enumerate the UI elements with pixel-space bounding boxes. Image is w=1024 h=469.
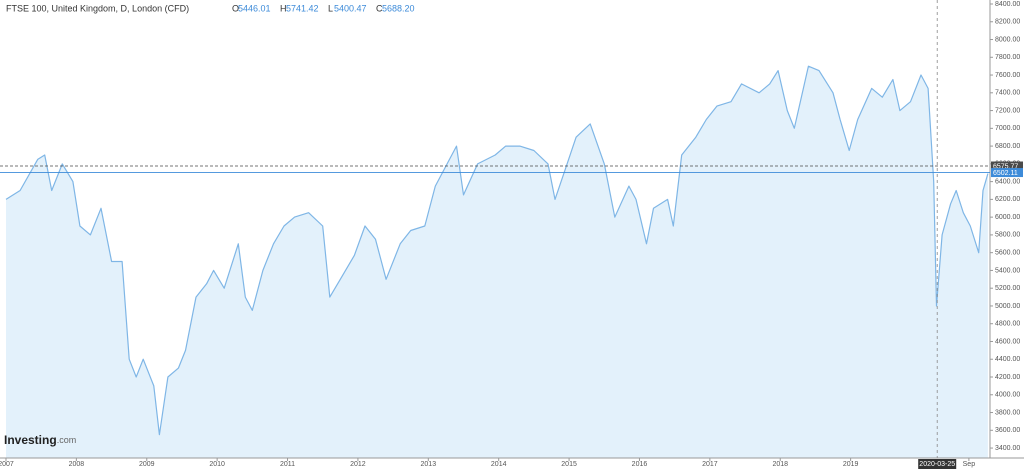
ohlc-value: 5741.42 <box>286 3 319 13</box>
price-label: 6502.11 <box>993 170 1018 177</box>
x-tick-label: 2019 <box>843 461 859 468</box>
y-tick-label: 5400.00 <box>995 267 1020 274</box>
x-tick-label: 2015 <box>561 461 577 468</box>
y-tick-label: 5800.00 <box>995 232 1020 239</box>
chart-title: FTSE 100, United Kingdom, D, London (CFD… <box>6 3 189 13</box>
y-tick-label: 5200.00 <box>995 285 1020 292</box>
plot <box>5 65 989 458</box>
ohlc-key: L <box>328 3 333 13</box>
y-tick-label: 7600.00 <box>995 72 1020 79</box>
ohlc-value: 5446.01 <box>238 3 271 13</box>
y-tick-label: 4600.00 <box>995 338 1020 345</box>
ohlc-key: O <box>232 3 239 13</box>
y-tick-label: 8000.00 <box>995 36 1020 43</box>
y-tick-label: 3800.00 <box>995 409 1020 416</box>
y-tick-label: 6000.00 <box>995 214 1020 221</box>
crosshair-label: 2020-03-25 <box>919 461 955 468</box>
price-label-box <box>991 161 1023 171</box>
x-tick-label: 2017 <box>702 461 718 468</box>
y-tick-label: 6800.00 <box>995 143 1020 150</box>
line <box>5 65 989 436</box>
y-tick-label: 3600.00 <box>995 427 1020 434</box>
crosshair-label-box <box>918 459 957 469</box>
area <box>6 66 988 458</box>
x-tick-label: 2018 <box>772 461 788 468</box>
y-tick-label: 6200.00 <box>995 196 1020 203</box>
y-tick-label: 7000.00 <box>995 125 1020 132</box>
ohlc-key: H <box>280 3 287 13</box>
x-tick-label: Sep <box>963 461 976 468</box>
y-tick-label: 4000.00 <box>995 392 1020 399</box>
y-tick-label: 3400.00 <box>995 445 1020 452</box>
x-tick-label: 2008 <box>69 461 85 468</box>
price-label-box <box>991 168 1023 178</box>
x-tick-label: 2012 <box>350 461 366 468</box>
ohlc-key: C <box>376 3 383 13</box>
brand: Investing.com <box>4 433 76 447</box>
x-tick-label: 2010 <box>209 461 225 468</box>
x-tick-label: 2007 <box>0 461 14 468</box>
price-label: 6575.77 <box>993 163 1018 170</box>
ohlc-value: 5688.20 <box>382 3 415 13</box>
y-tick-label: 4400.00 <box>995 356 1020 363</box>
ohlc-value: 5400.47 <box>334 3 367 13</box>
y-tick-label: 4800.00 <box>995 321 1020 328</box>
brand-suffix: .com <box>57 435 77 445</box>
x-tick-label: 2011 <box>280 461 295 468</box>
y-tick-label: 5600.00 <box>995 250 1020 257</box>
x-tick-label: 2016 <box>632 461 648 468</box>
x-tick-label: 2014 <box>491 461 507 468</box>
y-tick-label: 7800.00 <box>995 54 1020 61</box>
y-tick-label: 6400.00 <box>995 178 1020 185</box>
y-tick-label: 8400.00 <box>995 1 1020 8</box>
x-tick-label: 2009 <box>139 461 155 468</box>
x-tick-label: 2013 <box>421 461 437 468</box>
y-tick-label: 4200.00 <box>995 374 1020 381</box>
y-tick-label: 7200.00 <box>995 107 1020 114</box>
brand-name: Investing <box>4 433 57 447</box>
y-tick-label: 8200.00 <box>995 19 1020 26</box>
y-tick-label: 5000.00 <box>995 303 1020 310</box>
y-tick-label: 7400.00 <box>995 90 1020 97</box>
